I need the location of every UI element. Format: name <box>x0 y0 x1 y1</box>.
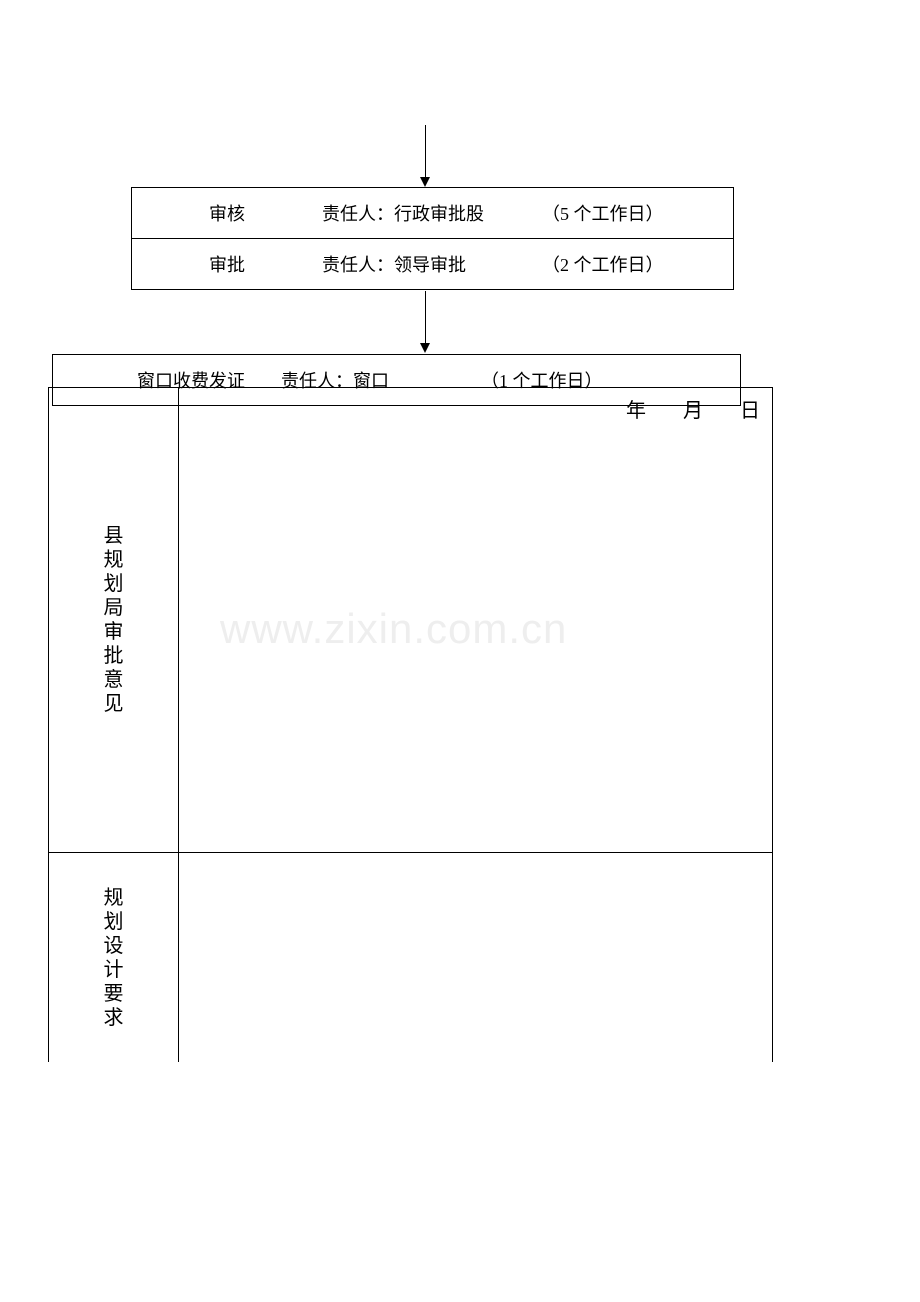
page-root: 审核 责任人：行政审批股 （5 个工作日） 审批 责任人：领导审批 （2 个工作… <box>0 0 920 1302</box>
flow-step-title: 审批 <box>132 251 322 277</box>
arrow-head-icon <box>420 177 430 187</box>
table-bottom-mask <box>48 1062 773 1066</box>
row-content-bureau-opinion: 年 月 日 <box>179 388 773 853</box>
label-char: 要 <box>99 982 128 1006</box>
label-char: 求 <box>99 1006 128 1030</box>
flow-step-title: 审核 <box>132 200 322 226</box>
flow-step-duration: （5 个工作日） <box>542 200 722 226</box>
date-placeholder: 年 月 日 <box>179 388 772 423</box>
flow-step-review: 审核 责任人：行政审批股 （5 个工作日） <box>131 187 734 239</box>
label-char: 规 <box>99 886 128 910</box>
arrow-head-icon <box>420 343 430 353</box>
label-char: 局 <box>99 596 128 620</box>
row-label-bureau-opinion: 县 规 划 局 审 批 意 见 <box>49 388 179 853</box>
flow-step-responsible: 责任人：领导审批 <box>322 251 542 277</box>
label-char: 划 <box>99 572 128 596</box>
flow-arrow-2 <box>420 291 430 353</box>
date-day: 日 <box>740 400 762 422</box>
flow-step-responsible: 责任人：行政审批股 <box>322 200 542 226</box>
arrow-line <box>425 291 426 343</box>
flow-step-duration: （2 个工作日） <box>542 251 722 277</box>
label-char: 意 <box>99 668 128 692</box>
table-row: 县 规 划 局 审 批 意 见 年 月 日 <box>49 388 773 853</box>
label-char: 计 <box>99 958 128 982</box>
date-year: 年 <box>626 400 648 422</box>
label-char: 划 <box>99 910 128 934</box>
arrow-line <box>425 125 426 177</box>
approval-table: 县 规 划 局 审 批 意 见 年 月 日 规 划 <box>48 387 773 1063</box>
label-char: 规 <box>99 548 128 572</box>
flow-arrow-1 <box>420 125 430 187</box>
flow-step-approve: 审批 责任人：领导审批 （2 个工作日） <box>131 238 734 290</box>
date-month: 月 <box>683 400 705 422</box>
table-row: 规 划 设 计 要 求 <box>49 853 773 1063</box>
label-char: 审 <box>99 620 128 644</box>
row-label-design-requirements: 规 划 设 计 要 求 <box>49 853 179 1063</box>
label-char: 县 <box>99 524 128 548</box>
label-char: 批 <box>99 644 128 668</box>
label-char: 见 <box>99 692 128 716</box>
label-char: 设 <box>99 934 128 958</box>
row-content-design-requirements <box>179 853 773 1063</box>
